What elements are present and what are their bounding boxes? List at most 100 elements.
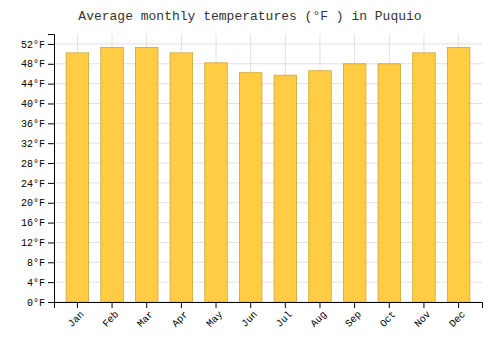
- tick-label: Aug: [309, 309, 330, 330]
- tick-mark: [48, 103, 54, 104]
- axis-line: [48, 35, 55, 303]
- x-axis: Jan Feb Mar Apr May Jun Jul Aug Sep Oct Nov Dec: [55, 302, 483, 330]
- grid-line: [54, 43, 482, 44]
- tick-label: Apr: [170, 309, 191, 330]
- tick-mark: [354, 302, 355, 308]
- bar: [447, 47, 470, 302]
- bar: [309, 71, 332, 302]
- tick: 4°F: [27, 278, 54, 289]
- bar: [239, 73, 262, 302]
- tick-mark: [112, 302, 113, 308]
- bar: [343, 64, 366, 302]
- tick-mark: [146, 302, 147, 308]
- bar: [205, 63, 228, 302]
- tick: 12°F: [21, 238, 54, 249]
- tick-mark: [48, 163, 54, 164]
- tick: 16°F: [21, 218, 54, 229]
- tick: 44°F: [21, 79, 54, 90]
- tick-mark: [48, 84, 54, 85]
- tick: 0°F: [27, 298, 54, 309]
- tick: Oct: [378, 302, 399, 330]
- tick-label: 12°F: [21, 238, 45, 249]
- tick-label: Jan: [66, 309, 87, 330]
- axis-line: [55, 303, 483, 309]
- tick-label: Mar: [135, 309, 156, 330]
- tick: Feb: [101, 302, 122, 330]
- tick: Aug: [309, 302, 330, 330]
- tick-mark: [48, 123, 54, 124]
- tick-mark: [48, 143, 54, 144]
- bar: [170, 53, 193, 302]
- bars: [66, 47, 470, 302]
- bar: [413, 53, 436, 302]
- tick-mark: [48, 64, 54, 65]
- tick: 32°F: [21, 139, 54, 150]
- tick: 28°F: [21, 159, 54, 170]
- tick-mark: [48, 223, 54, 224]
- tick: Nov: [413, 302, 434, 330]
- tick-mark: [48, 183, 54, 184]
- tick-label: Feb: [101, 309, 122, 330]
- tick-mark: [458, 302, 459, 308]
- tick-label: 52°F: [21, 40, 45, 51]
- bar: [135, 47, 158, 302]
- tick: Jan: [66, 302, 87, 330]
- tick: 40°F: [21, 99, 54, 110]
- tick-label: Jun: [239, 309, 260, 330]
- tick-label: Nov: [413, 309, 434, 330]
- tick-label: May: [205, 309, 226, 330]
- tick: 52°F: [21, 40, 54, 51]
- tick: 36°F: [21, 119, 54, 130]
- bar: [101, 47, 124, 302]
- tick-label: 24°F: [21, 179, 45, 190]
- tick-mark: [389, 302, 390, 308]
- tick-mark: [77, 302, 78, 308]
- tick: Sep: [343, 302, 364, 330]
- tick: Jun: [239, 302, 260, 330]
- tick-label: 36°F: [21, 119, 45, 130]
- tick: 48°F: [21, 59, 54, 70]
- tick-mark: [250, 302, 251, 308]
- grid: [54, 34, 482, 302]
- tick-label: 20°F: [21, 198, 45, 209]
- tick: 8°F: [27, 258, 54, 269]
- title: Average monthly temperatures (°F ) in Pu…: [78, 9, 421, 24]
- tick-mark: [48, 44, 54, 45]
- tick-label: Oct: [378, 309, 399, 330]
- tick-label: Sep: [343, 309, 364, 330]
- bar: [66, 53, 89, 302]
- tick-mark: [48, 203, 54, 204]
- tick-label: 48°F: [21, 59, 45, 70]
- tick-label: 8°F: [27, 258, 45, 269]
- plot: 0°F 4°F 8°F 12°F 16°F 20°F 24°F 28°F 32°F 36°F 40°…: [21, 34, 483, 330]
- tick: 20°F: [21, 198, 54, 209]
- tick-mark: [319, 302, 320, 308]
- tick: Dec: [447, 302, 468, 330]
- tick-mark: [423, 302, 424, 308]
- bar: [274, 75, 297, 302]
- tick-label: 4°F: [27, 278, 45, 289]
- tick: May: [205, 302, 226, 330]
- tick-label: 28°F: [21, 159, 45, 170]
- tick-mark: [48, 302, 54, 303]
- tick-mark: [48, 242, 54, 243]
- tick-label: 0°F: [27, 298, 45, 309]
- tick-mark: [181, 302, 182, 308]
- bar: [378, 64, 401, 302]
- chart: Average monthly temperatures (°F ) in Pu…: [0, 0, 500, 350]
- tick-label: 44°F: [21, 79, 45, 90]
- tick-mark: [48, 262, 54, 263]
- tick: Jul: [274, 302, 295, 330]
- tick: Mar: [135, 302, 156, 330]
- tick-mark: [48, 282, 54, 283]
- tick-mark: [216, 302, 217, 308]
- tick: 24°F: [21, 179, 54, 190]
- tick-label: Dec: [447, 309, 468, 330]
- tick-label: Jul: [274, 309, 295, 330]
- tick-mark: [285, 302, 286, 308]
- tick-label: 32°F: [21, 139, 45, 150]
- tick-label: 16°F: [21, 218, 45, 229]
- y-axis: 0°F 4°F 8°F 12°F 16°F 20°F 24°F 28°F 32°F 36°F 40°…: [21, 35, 55, 309]
- tick: Apr: [170, 302, 191, 330]
- tick-label: 40°F: [21, 99, 45, 110]
